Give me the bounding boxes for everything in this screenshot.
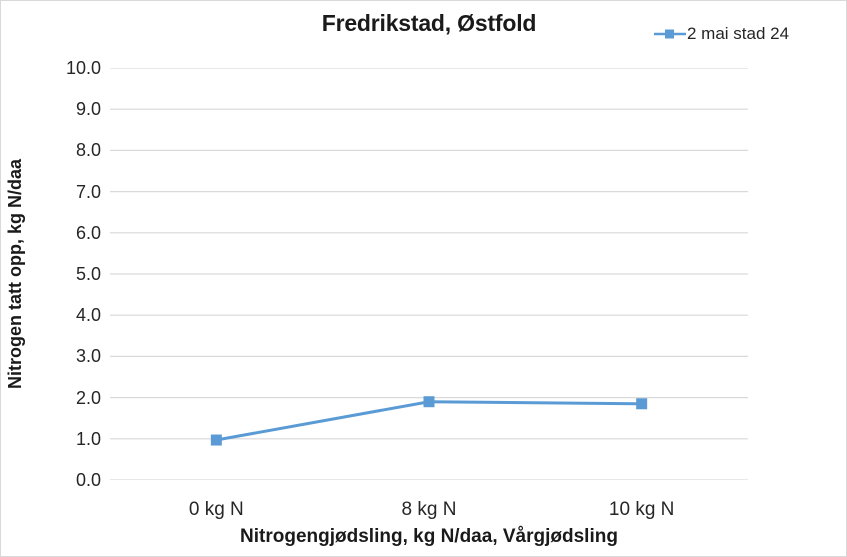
x-tick-label: 8 kg N bbox=[401, 499, 457, 520]
y-tick-label: 1.0 bbox=[75, 428, 101, 449]
data-series-line bbox=[216, 400, 642, 442]
y-tick-label: 7.0 bbox=[75, 181, 101, 202]
x-axis-title: Nitrogengjødsling, kg N/daa, Vårgjødslin… bbox=[240, 526, 618, 547]
y-tick-label: 9.0 bbox=[75, 99, 101, 120]
plot-area bbox=[110, 68, 748, 480]
y-tick-label: 2.0 bbox=[75, 387, 101, 408]
data-point-marker bbox=[423, 396, 435, 408]
y-axis-title: Nitrogen tatt opp, kg N/daa bbox=[5, 159, 25, 390]
y-tick-label: 6.0 bbox=[75, 222, 101, 243]
data-point-marker bbox=[210, 434, 222, 446]
y-tick-label: 5.0 bbox=[75, 264, 101, 284]
x-tick-label: 10 kg N bbox=[608, 499, 675, 520]
legend-line-marker-icon bbox=[654, 29, 686, 39]
legend-series-label: 2 mai stad 24 bbox=[687, 24, 790, 43]
y-tick-label: 4.0 bbox=[75, 305, 101, 326]
chart-title: Fredrikstad, Østfold bbox=[321, 10, 537, 36]
y-tick-label: 3.0 bbox=[75, 346, 101, 367]
y-tick-label: 8.0 bbox=[75, 140, 101, 161]
data-point-marker bbox=[636, 398, 648, 410]
x-tick-label: 0 kg N bbox=[188, 499, 244, 520]
y-tick-label: 10.0 bbox=[65, 58, 101, 78]
y-tick-label: 0.0 bbox=[75, 470, 101, 490]
legend: 2 mai stad 24 bbox=[654, 21, 789, 47]
